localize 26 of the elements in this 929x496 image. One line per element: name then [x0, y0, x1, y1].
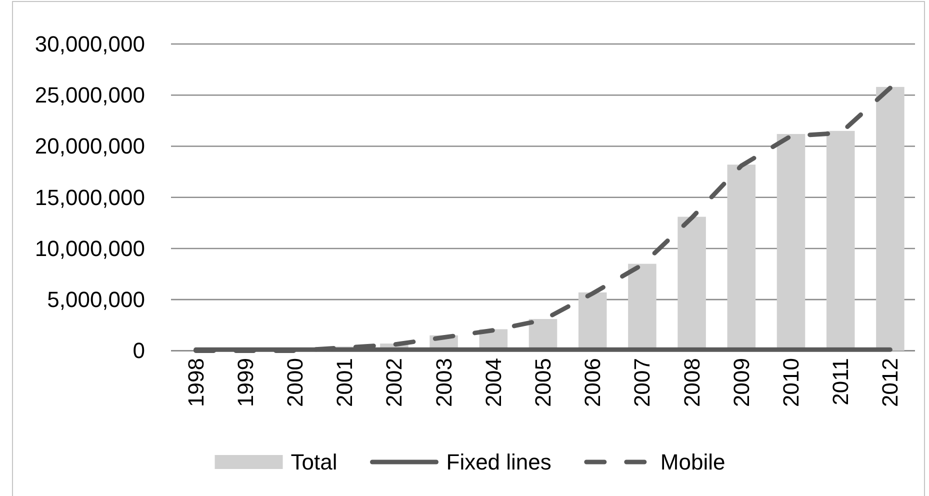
x-tick-label: 2004: [480, 358, 506, 407]
x-tick-label: 2008: [679, 358, 704, 407]
y-tick-label: 20,000,000: [34, 134, 145, 159]
x-tick-label: 1999: [232, 358, 258, 407]
x-tick-label: 2007: [630, 358, 655, 407]
legend-label: Total: [290, 450, 338, 474]
x-tick-label: 2001: [332, 358, 358, 407]
x-tick-label: 2000: [282, 358, 308, 407]
y-tick-label: 10,000,000: [34, 236, 145, 261]
bar: [876, 86, 904, 351]
x-tick-label: 2006: [580, 358, 606, 407]
y-tick-label: 0: [132, 338, 145, 364]
x-tick-label: 2003: [431, 358, 456, 407]
x-tick-label: 1998: [183, 358, 208, 407]
x-tick-label: 2009: [728, 358, 754, 407]
y-tick-label: 25,000,000: [34, 82, 145, 108]
y-tick-label: 5,000,000: [47, 287, 145, 312]
x-tick-label: 2011: [828, 358, 854, 406]
x-tick-label: 2002: [382, 358, 407, 407]
y-tick-label: 15,000,000: [34, 184, 145, 210]
legend-label: Mobile: [660, 450, 726, 474]
x-tick-label: 2012: [878, 358, 903, 407]
legend-label: Fixed lines: [446, 450, 552, 474]
x-tick-label: 2005: [530, 358, 556, 407]
x-tick-label: 2010: [778, 358, 804, 407]
y-tick-label: 30,000,000: [34, 32, 145, 56]
